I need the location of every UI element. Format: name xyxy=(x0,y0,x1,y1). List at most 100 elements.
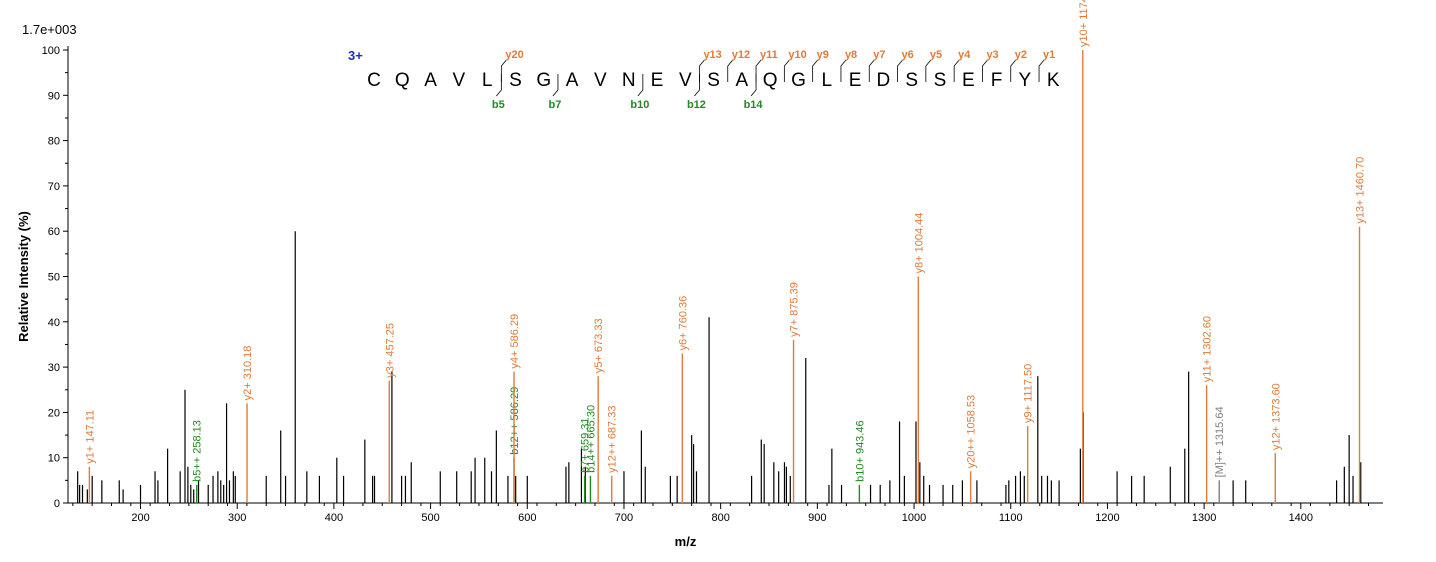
x-tick-label: 800 xyxy=(711,512,729,524)
peak-label: y13+ 1460.70 xyxy=(1355,157,1367,224)
x-tick-label: 900 xyxy=(808,512,826,524)
x-tick-label: 300 xyxy=(228,512,246,524)
y-ion-label: y4 xyxy=(958,49,971,61)
sequence-residue: L xyxy=(822,70,833,91)
y-tick-label: 80 xyxy=(48,136,60,148)
x-tick-label: 1300 xyxy=(1192,512,1216,524)
sequence-residue: Q xyxy=(763,70,778,91)
y-ion-label: y5 xyxy=(930,49,942,61)
y-ion-bracket xyxy=(1010,59,1017,82)
peak-label: b14++ 665.30 xyxy=(585,405,597,473)
peak-label: y20++ 1058.53 xyxy=(966,395,978,468)
peak-label: b12++ 586.29 xyxy=(509,387,521,455)
y-tick-label: 50 xyxy=(48,272,60,284)
peak-label: y7+ 875.39 xyxy=(789,282,801,337)
peak-label: y10+ 1174.54 xyxy=(1078,0,1090,47)
peak-label: y4+ 586.29 xyxy=(509,314,521,369)
y-ion-bracket xyxy=(925,59,932,82)
y-ion-bracket xyxy=(812,59,818,82)
b-ion-bracket xyxy=(637,74,644,97)
sequence-residue: E xyxy=(962,70,975,91)
y-tick-label: 30 xyxy=(48,362,60,374)
y-ion-bracket xyxy=(868,59,875,82)
y-ion-bracket xyxy=(982,59,988,82)
y-ion-bracket xyxy=(897,59,903,82)
sequence-residue: N xyxy=(622,70,636,91)
x-axis-title: m/z xyxy=(675,534,697,549)
y-tick-label: 60 xyxy=(48,226,60,238)
sequence-residue: K xyxy=(1047,70,1060,91)
y-tick-label: 70 xyxy=(48,181,60,193)
sequence-residue: C xyxy=(367,70,381,91)
y-ion-label: y6 xyxy=(902,49,914,61)
y-tick-label: 90 xyxy=(48,90,60,102)
y-ion-bracket xyxy=(500,59,507,82)
y-tick-label: 100 xyxy=(42,45,60,57)
sequence-residue: S xyxy=(934,70,947,91)
y-ion-label: y10 xyxy=(788,49,806,61)
x-tick-label: 500 xyxy=(421,512,439,524)
x-tick-label: 700 xyxy=(615,512,633,524)
charge-state-label: 3+ xyxy=(348,48,363,63)
y-ion-bracket xyxy=(755,59,762,82)
y-ion-bracket xyxy=(840,59,847,82)
peak-label: b5++ 258.13 xyxy=(192,420,204,482)
sequence-residue: V xyxy=(453,70,466,91)
sequence-residue: A xyxy=(736,70,749,91)
x-tick-label: 1100 xyxy=(999,512,1023,524)
peak-label: b10+ 943.46 xyxy=(854,420,866,481)
y-tick-label: 40 xyxy=(48,317,60,329)
x-tick-label: 1200 xyxy=(1095,512,1119,524)
y-ion-label: y20 xyxy=(505,49,523,61)
y-ion-label: y3 xyxy=(986,49,998,61)
b-ion-bracket xyxy=(750,74,757,97)
b-ion-bracket xyxy=(694,74,700,97)
peak-label: y9+ 1117.50 xyxy=(1023,364,1035,423)
y-tick-label: 0 xyxy=(54,498,60,510)
y-ion-label: y12 xyxy=(732,49,750,61)
b-ion-label: b14 xyxy=(744,99,764,111)
sequence-residue: G xyxy=(536,70,551,91)
sequence-residue: S xyxy=(509,70,522,91)
x-axis-ticks: 200 300 400 500 600 700 800 900 1000 1100 1200 1300… xyxy=(72,503,1369,524)
y-axis-ticks: 0 10 20 30 40 50 60 70 80 90 100 xyxy=(42,45,68,510)
y-ion-label: y2 xyxy=(1015,49,1027,61)
sequence-residue: F xyxy=(991,70,1003,91)
x-tick-label: 1000 xyxy=(902,512,926,524)
y-ion-label: y8 xyxy=(845,49,857,61)
peak-label: y1+ 147.11 xyxy=(84,410,96,464)
x-tick-label: 1400 xyxy=(1289,512,1313,524)
sequence-residue: L xyxy=(482,70,493,91)
axes: 0 10 20 30 40 50 60 70 80 90 100 200 300 400 500 600 70… xyxy=(42,45,1383,524)
peak-label: y12+ 1373.60 xyxy=(1270,383,1282,450)
b-ion-label: b10 xyxy=(630,99,649,111)
y-ion-bracket xyxy=(699,59,705,82)
peak-label: y12++ 687.33 xyxy=(607,406,619,473)
peak-label: b7+ 659.31 xyxy=(580,417,592,472)
peak-label: [M]++ 1315.64 xyxy=(1214,406,1226,477)
sequence-residue: A xyxy=(566,70,579,91)
sequence-residue: S xyxy=(905,70,918,91)
sequence-residue: E xyxy=(849,70,862,91)
x-tick-label: 600 xyxy=(518,512,536,524)
peak-label: y8+ 1004.44 xyxy=(913,213,925,274)
sequence-residue: Q xyxy=(395,70,410,91)
sequence-residue: D xyxy=(877,70,891,91)
y-tick-label: 20 xyxy=(48,407,60,419)
b-ion-bracket xyxy=(552,74,559,97)
unassigned-peaks xyxy=(77,231,1362,503)
y-ion-bracket xyxy=(727,59,734,82)
b-ion-label: b7 xyxy=(549,99,562,111)
peak-label: y6+ 760.36 xyxy=(677,296,689,351)
y-ion-label: y13 xyxy=(703,49,721,61)
intensity-scale-label: 1.7e+003 xyxy=(22,22,77,37)
peak-label: y5+ 673.33 xyxy=(593,318,605,373)
sequence-residue: E xyxy=(651,70,664,91)
y-ion-bracket xyxy=(953,59,960,82)
b-ion-label: b12 xyxy=(687,99,706,111)
y-ion-bracket xyxy=(1038,59,1045,82)
sequence-residue: A xyxy=(424,70,437,91)
y-ion-label: y11 xyxy=(760,49,778,61)
